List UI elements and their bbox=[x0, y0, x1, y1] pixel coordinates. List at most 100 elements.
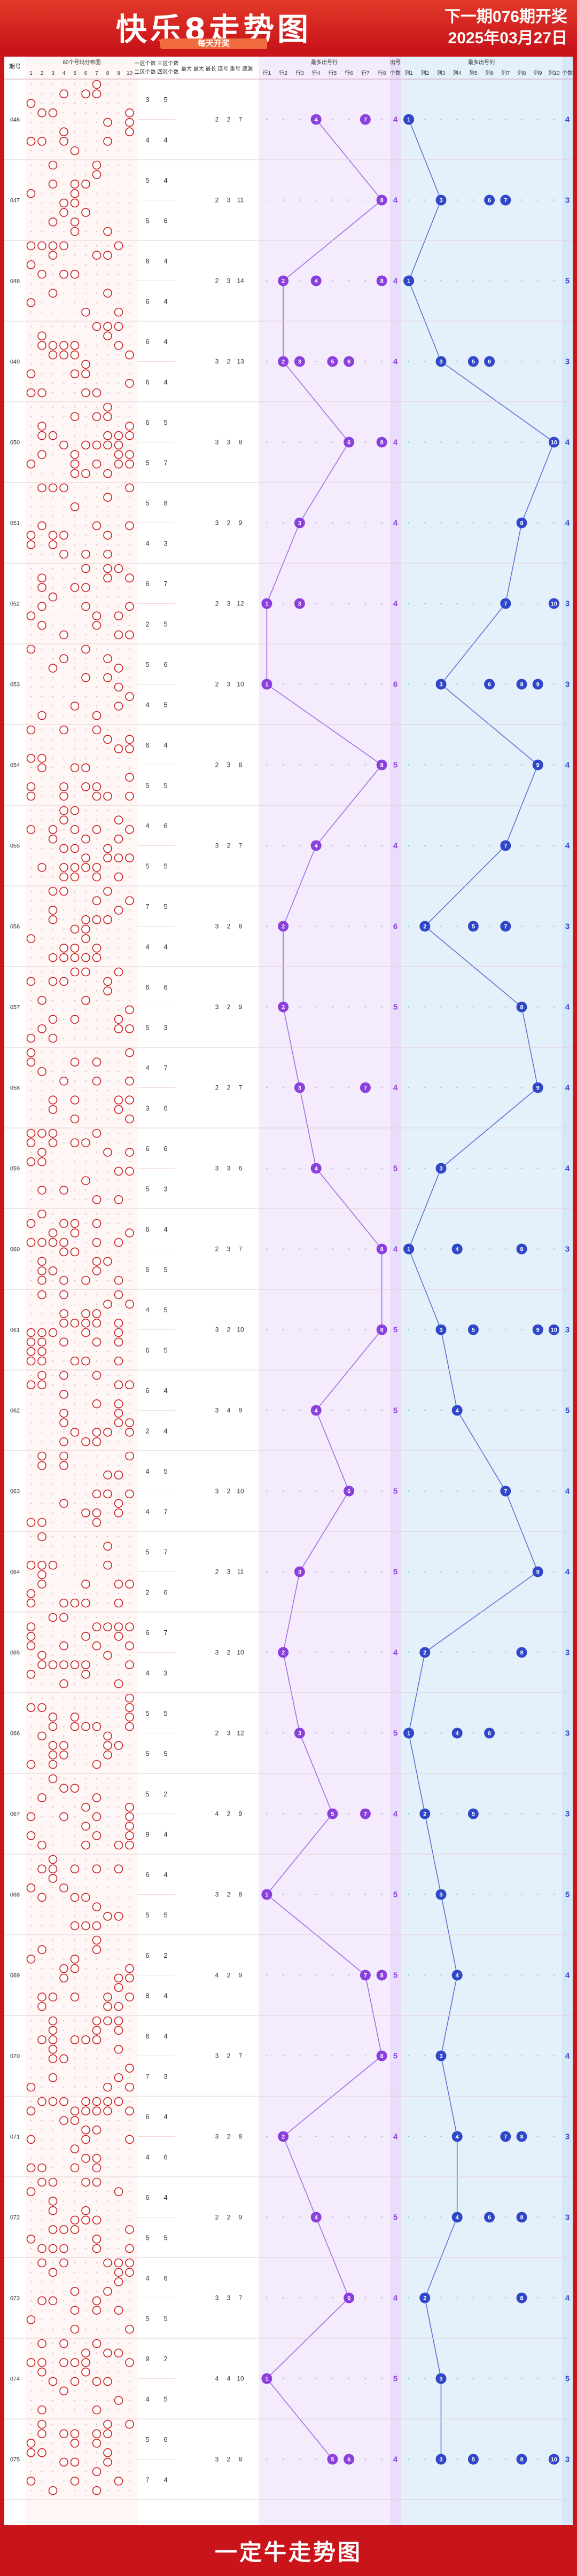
col-dot bbox=[456, 280, 458, 282]
zone3-count: 2 bbox=[145, 620, 149, 628]
drawn-number-circle bbox=[103, 251, 112, 260]
grid-dot bbox=[63, 1000, 65, 1001]
drawn-number-circle bbox=[70, 1921, 80, 1931]
row-ball-label: 4 bbox=[315, 117, 318, 123]
grid-dot bbox=[63, 150, 65, 152]
grid-dot bbox=[118, 2110, 120, 2112]
col-dot bbox=[472, 1087, 474, 1088]
grid-dot bbox=[41, 2138, 43, 2141]
grid-dot bbox=[74, 425, 76, 427]
grid-dot bbox=[30, 183, 32, 185]
drawn-number-circle bbox=[59, 1964, 68, 1973]
grid-dot bbox=[74, 1303, 76, 1305]
row-dot bbox=[282, 2458, 284, 2460]
grid-dot bbox=[74, 577, 76, 579]
drawn-number-circle bbox=[37, 1893, 46, 1902]
row-ball-label: 5 bbox=[331, 1811, 334, 1818]
grid-dot bbox=[118, 1778, 120, 1780]
drawn-number-circle bbox=[103, 977, 112, 986]
grid-dot bbox=[41, 1037, 43, 1039]
stat-value: 3 bbox=[215, 358, 219, 365]
grid-dot bbox=[85, 2461, 87, 2463]
grid-dot bbox=[96, 2077, 98, 2079]
grid-dot bbox=[107, 93, 108, 95]
drawn-number-circle bbox=[48, 2073, 58, 2082]
drawn-number-circle bbox=[103, 1428, 112, 1437]
grid-dot bbox=[52, 1735, 54, 1737]
col-dot bbox=[505, 2297, 506, 2299]
grid-dot bbox=[85, 1080, 87, 1082]
col-ball bbox=[467, 1808, 479, 1819]
grid-dot bbox=[96, 472, 98, 474]
rows-count-value: 5 bbox=[393, 1003, 397, 1012]
grid-dot bbox=[52, 1925, 54, 1927]
header-distribution: 80个号码分布图 bbox=[63, 59, 100, 66]
grid-dot bbox=[96, 2423, 98, 2425]
grid-dot bbox=[85, 1009, 87, 1011]
drawn-number-circle bbox=[92, 2163, 102, 2173]
stat-value: 8 bbox=[239, 2456, 243, 2463]
row-dot bbox=[348, 1652, 350, 1653]
grid-dot bbox=[118, 1763, 120, 1765]
grid-dot bbox=[63, 667, 65, 669]
col-dot bbox=[440, 925, 442, 927]
grid-dot bbox=[107, 1132, 108, 1134]
grid-dot bbox=[63, 2029, 65, 2031]
col-ball-label: 4 bbox=[456, 1973, 459, 1979]
grid-dot bbox=[85, 1816, 87, 1818]
col-dot bbox=[472, 441, 474, 443]
grid-dot bbox=[107, 302, 108, 303]
grid-dot bbox=[63, 909, 65, 911]
grid-dot bbox=[63, 2129, 65, 2131]
col-ball bbox=[500, 194, 511, 206]
grid-dot bbox=[96, 1118, 98, 1120]
grid-dot bbox=[96, 1279, 98, 1281]
row-dot bbox=[364, 603, 367, 604]
drawn-number-circle bbox=[37, 1451, 46, 1461]
grid-dot bbox=[85, 776, 87, 778]
grid-dot bbox=[41, 2067, 43, 2069]
row-dot bbox=[381, 2297, 383, 2299]
grid-dot bbox=[129, 1521, 130, 1523]
stat-value: 4 bbox=[215, 1810, 219, 1818]
grid-dot bbox=[85, 1232, 87, 1234]
row-dot bbox=[364, 1248, 367, 1250]
grid-dot bbox=[96, 1303, 98, 1305]
grid-dot bbox=[96, 2120, 98, 2121]
header-col-label: 列2 bbox=[421, 69, 430, 76]
grid-dot bbox=[41, 1745, 43, 1746]
row-dot bbox=[315, 2136, 317, 2137]
grid-dot bbox=[30, 2247, 32, 2250]
col-dot bbox=[440, 1006, 442, 1008]
grid-dot bbox=[41, 534, 43, 536]
row-dot bbox=[315, 2458, 317, 2460]
grid-dot bbox=[107, 1906, 108, 1908]
stat-value: 8 bbox=[239, 439, 243, 446]
grid-dot bbox=[96, 658, 98, 659]
row-dot bbox=[348, 1732, 350, 1734]
grid-dot bbox=[118, 2461, 120, 2463]
col-dot bbox=[408, 1087, 410, 1088]
grid-dot bbox=[30, 2281, 32, 2283]
grid-dot bbox=[74, 2129, 76, 2131]
drawn-number-circle bbox=[125, 1641, 134, 1651]
zone4-count: 4 bbox=[163, 943, 167, 951]
grid-dot bbox=[41, 1493, 43, 1495]
grid-dot bbox=[63, 416, 65, 417]
grid-dot bbox=[74, 1474, 76, 1476]
grid-dot bbox=[96, 2480, 98, 2482]
drawn-number-circle bbox=[59, 1275, 68, 1285]
row-dot bbox=[299, 2055, 301, 2057]
drawn-number-circle bbox=[26, 241, 36, 251]
grid-dot bbox=[74, 1189, 76, 1191]
col-dot bbox=[537, 2378, 539, 2379]
stat-value: 2 bbox=[227, 2052, 231, 2060]
row-dot bbox=[364, 2378, 367, 2379]
row-dot bbox=[266, 361, 268, 362]
grid-dot bbox=[63, 2167, 65, 2169]
col-dot bbox=[456, 2378, 458, 2379]
grid-dot bbox=[107, 1455, 108, 1457]
grid-dot bbox=[30, 2158, 32, 2159]
row-dot bbox=[364, 2136, 367, 2137]
row-dot bbox=[364, 1732, 367, 1734]
